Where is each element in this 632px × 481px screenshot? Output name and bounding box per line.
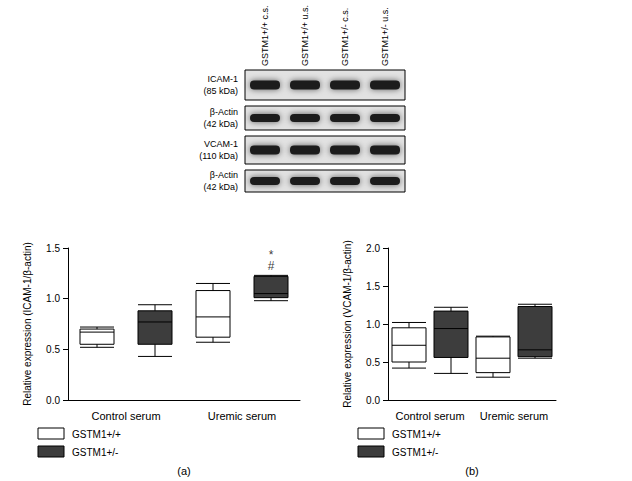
svg-text:GSTM1+/+ u.s.: GSTM1+/+ u.s. — [300, 5, 310, 66]
svg-text:Relative expression (VCAM-1/β-: Relative expression (VCAM-1/β-actin) — [342, 240, 353, 407]
svg-text:GSTM1+/- c.s.: GSTM1+/- c.s. — [340, 8, 350, 66]
svg-text:GSTM1+/+: GSTM1+/+ — [392, 429, 441, 440]
svg-text:(110 kDa): (110 kDa) — [199, 151, 238, 161]
svg-text:GSTM1+/-: GSTM1+/- — [392, 447, 438, 458]
svg-text:GSTM1+/+ c.s.: GSTM1+/+ c.s. — [260, 5, 270, 66]
svg-text:Uremic serum: Uremic serum — [480, 410, 548, 422]
svg-text:VCAM-1: VCAM-1 — [204, 139, 238, 149]
svg-text:β-Actin: β-Actin — [210, 170, 238, 180]
svg-text:Control serum: Control serum — [91, 410, 160, 422]
svg-text:GSTM1+/-: GSTM1+/- — [72, 447, 118, 458]
svg-text:ICAM-1: ICAM-1 — [207, 74, 238, 84]
svg-text:0.0: 0.0 — [366, 395, 380, 406]
svg-text:1.5: 1.5 — [366, 281, 380, 292]
svg-text:Uremic serum: Uremic serum — [208, 410, 276, 422]
svg-text:GSTM1+/+: GSTM1+/+ — [72, 429, 121, 440]
svg-text:(42 kDa): (42 kDa) — [203, 119, 238, 129]
svg-text:(a): (a) — [177, 465, 190, 477]
svg-text:1.0: 1.0 — [366, 319, 380, 330]
svg-text:0.0: 0.0 — [46, 395, 60, 406]
svg-text:GSTM1+/- u.s.: GSTM1+/- u.s. — [380, 7, 390, 66]
svg-text:Relative expression (ICAM-1/β-: Relative expression (ICAM-1/β-actin) — [22, 242, 33, 406]
svg-text:(42 kDa): (42 kDa) — [203, 182, 238, 192]
svg-text:0.5: 0.5 — [366, 357, 380, 368]
svg-text:1.0: 1.0 — [46, 293, 60, 304]
svg-text:0.5: 0.5 — [46, 344, 60, 355]
svg-text:2.0: 2.0 — [366, 243, 380, 254]
svg-text:(85 kDa): (85 kDa) — [203, 86, 238, 96]
svg-text:1.5: 1.5 — [46, 243, 60, 254]
svg-text:#: # — [268, 259, 275, 273]
svg-text:(b): (b) — [465, 465, 478, 477]
svg-text:Control serum: Control serum — [395, 410, 464, 422]
svg-text:β-Actin: β-Actin — [210, 107, 238, 117]
